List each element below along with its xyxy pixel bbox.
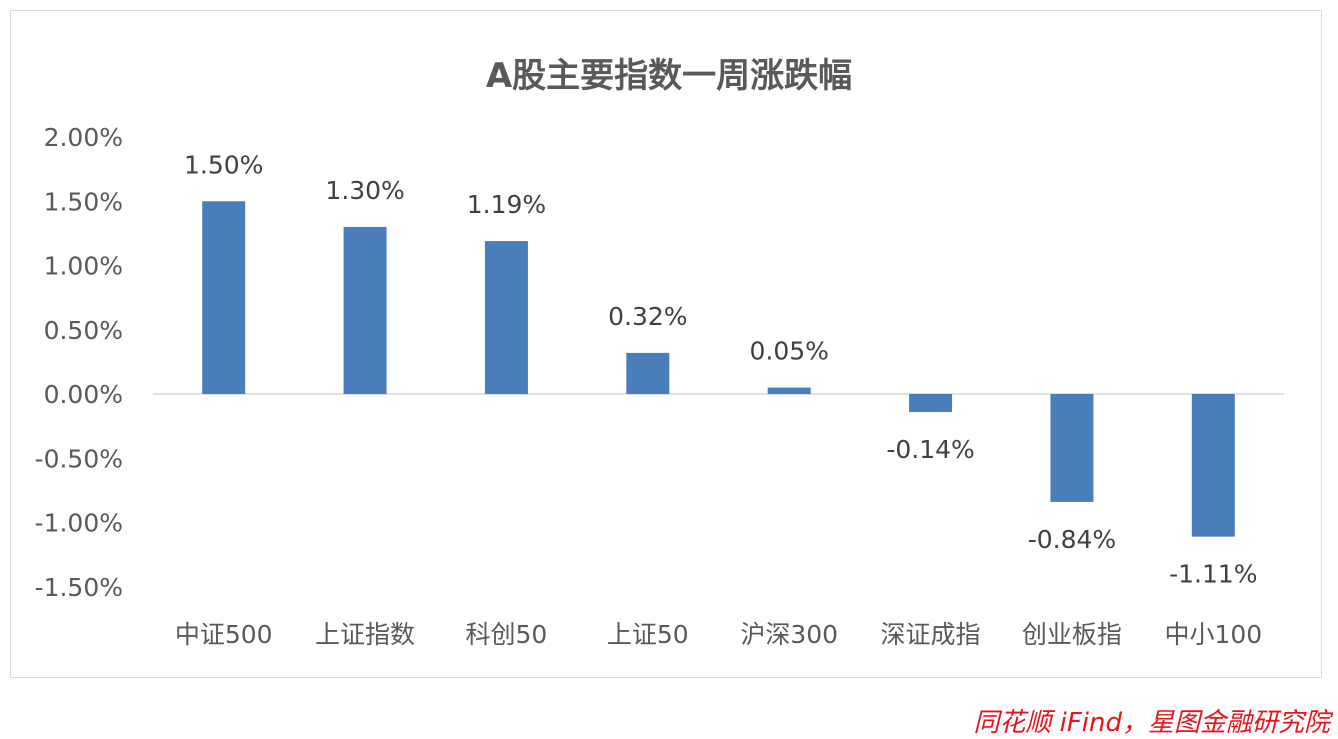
bar <box>909 394 953 412</box>
x-tick-label: 上证指数 <box>315 620 415 649</box>
x-tick-label: 科创50 <box>466 620 548 649</box>
data-label: -1.11% <box>1169 560 1257 589</box>
y-tick-label: -0.50% <box>35 444 123 473</box>
x-tick-label: 中小100 <box>1164 620 1262 649</box>
bar <box>1050 394 1094 502</box>
source-note: 同花顺 iFind，星图金融研究院 <box>973 708 1330 738</box>
y-tick-label: 1.00% <box>44 252 123 281</box>
bar <box>1191 394 1235 537</box>
data-label: 1.19% <box>467 190 546 219</box>
y-tick-label: 1.50% <box>44 187 123 216</box>
data-label: 0.05% <box>749 337 828 366</box>
data-label: 1.30% <box>325 176 404 205</box>
x-tick-label: 中证500 <box>175 620 273 649</box>
bar <box>626 352 670 394</box>
data-label: -0.14% <box>886 435 974 464</box>
data-label: -0.84% <box>1028 525 1116 554</box>
x-tick-label: 上证50 <box>607 620 689 649</box>
y-tick-label: -1.00% <box>35 509 123 538</box>
bar <box>202 201 246 394</box>
data-label: 0.32% <box>608 302 687 331</box>
y-tick-label: -1.50% <box>35 573 123 602</box>
bar <box>767 387 811 394</box>
y-tick-label: 2.00% <box>44 123 123 152</box>
bar <box>343 226 387 394</box>
y-tick-label: 0.00% <box>44 380 123 409</box>
x-tick-label: 深证成指 <box>881 620 981 649</box>
bar <box>484 241 528 394</box>
y-tick-label: 0.50% <box>44 316 123 345</box>
x-tick-label: 沪深300 <box>740 620 838 649</box>
data-label: 1.50% <box>184 150 263 179</box>
x-tick-label: 创业板指 <box>1022 620 1122 649</box>
chart-title: A股主要指数一周涨跌幅 <box>485 56 853 96</box>
